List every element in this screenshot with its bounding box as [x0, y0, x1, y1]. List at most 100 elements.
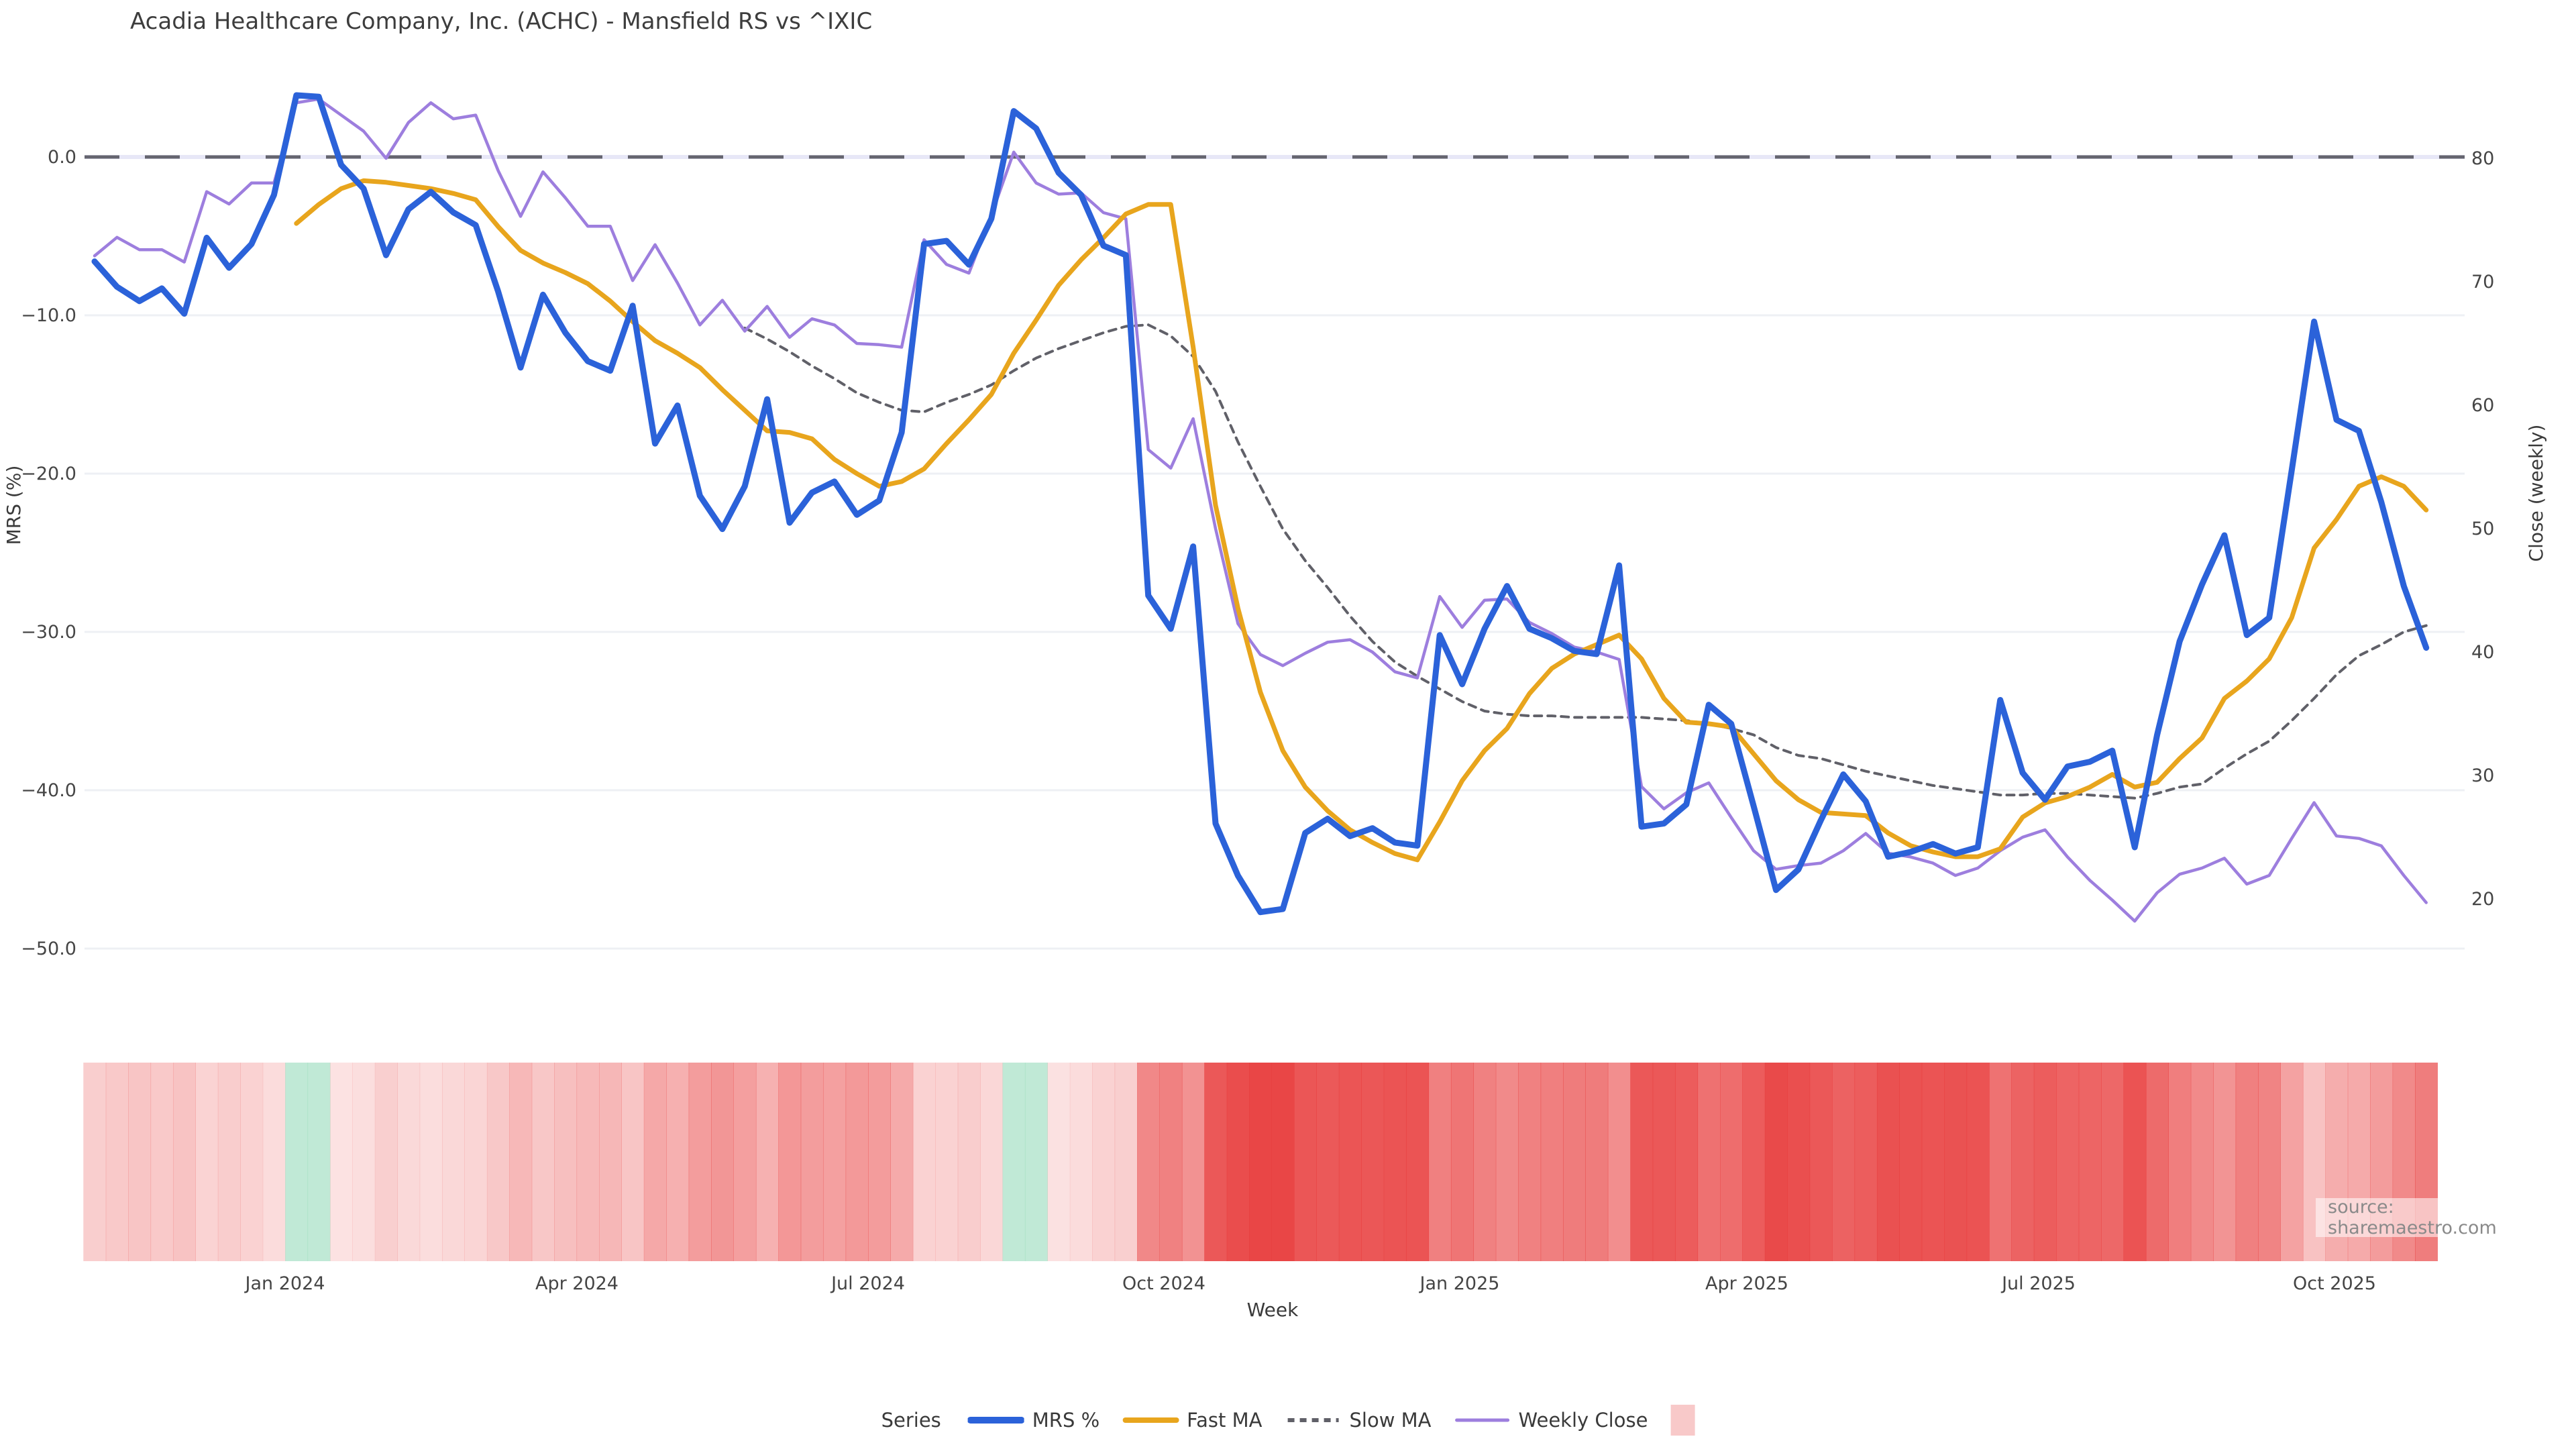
- heatmap-cell: [1002, 1063, 1026, 1261]
- heatmap-cell: [1989, 1063, 2012, 1261]
- heatmap-cell: [1787, 1063, 1811, 1261]
- heatmap-swatch: [1670, 1405, 1695, 1436]
- heatmap-cell: [2123, 1063, 2147, 1261]
- legend-label-mrs: MRS %: [1032, 1409, 1100, 1432]
- x-axis-title: Week: [1247, 1299, 1299, 1321]
- heatmap-cell: [464, 1063, 488, 1261]
- heatmap-cell: [1092, 1063, 1116, 1261]
- heatmap-cell: [150, 1063, 174, 1261]
- heatmap-cell: [1876, 1063, 1900, 1261]
- x-tick-label: Jul 2024: [830, 1273, 905, 1294]
- heatmap-cell: [1675, 1063, 1699, 1261]
- heatmap-cell: [1271, 1063, 1295, 1261]
- heatmap-cell: [1159, 1063, 1183, 1261]
- heatmap-cell: [2235, 1063, 2259, 1261]
- heatmap-cell: [621, 1063, 645, 1261]
- y-left-tick-label: 0.0: [48, 147, 76, 168]
- heatmap-cell: [1630, 1063, 1654, 1261]
- heatmap-cell: [2033, 1063, 2057, 1261]
- heatmap-cell: [666, 1063, 690, 1261]
- heatmap-cell: [1899, 1063, 1923, 1261]
- y-left-tick-label: −40.0: [21, 780, 76, 801]
- heatmap-cell: [1294, 1063, 1317, 1261]
- y-right-axis-title: Close (weekly): [2525, 425, 2547, 562]
- heatmap-cell: [1495, 1063, 1519, 1261]
- heatmap-cell: [1540, 1063, 1564, 1261]
- heatmap-cell: [733, 1063, 757, 1261]
- heatmap-cell: [2258, 1063, 2281, 1261]
- heatmap-cell: [329, 1063, 353, 1261]
- y-left-tick-label: −20.0: [21, 464, 76, 484]
- heatmap-cell: [554, 1063, 578, 1261]
- heatmap-cell: [2145, 1063, 2169, 1261]
- heatmap-cell: [1854, 1063, 1878, 1261]
- y-left-tick-label: −10.0: [21, 305, 76, 326]
- fast-ma-line-swatch: [1122, 1417, 1179, 1423]
- heatmap-cell: [1361, 1063, 1385, 1261]
- heatmap-cell: [240, 1063, 264, 1261]
- heatmap-cell: [1473, 1063, 1497, 1261]
- heatmap-cell: [1809, 1063, 1833, 1261]
- mrs-line-swatch: [967, 1417, 1024, 1424]
- heatmap-cell: [1428, 1063, 1452, 1261]
- legend-title: Series: [881, 1409, 941, 1432]
- y-right-tick-label: 30: [2471, 765, 2494, 786]
- heatmap-cell: [1316, 1063, 1340, 1261]
- heatmap-cell: [890, 1063, 914, 1261]
- heatmap-cell: [1406, 1063, 1430, 1261]
- heatmap-cell: [643, 1063, 667, 1261]
- heatmap-cell: [980, 1063, 1004, 1261]
- heatmap-cell: [1832, 1063, 1856, 1261]
- heatmap-cell: [1047, 1063, 1071, 1261]
- fast-ma-line: [294, 178, 2429, 863]
- y-right-tick-label: 50: [2471, 519, 2494, 539]
- heatmap-cell: [2190, 1063, 2214, 1261]
- chart-title: Acadia Healthcare Company, Inc. (ACHC) -…: [130, 8, 873, 35]
- heatmap-cell: [868, 1063, 891, 1261]
- heatmap-cell: [1383, 1063, 1407, 1261]
- heatmap-cell: [173, 1063, 196, 1261]
- heatmap-cell: [486, 1063, 510, 1261]
- heatmap-cell: [1114, 1063, 1138, 1261]
- slow-ma-line: [743, 323, 2428, 800]
- heatmap-cell: [711, 1063, 734, 1261]
- heatmap-cell: [1697, 1063, 1721, 1261]
- legend: Series MRS % Fast MA Slow MA Weekly Clos…: [881, 1405, 1695, 1436]
- heatmap-cell: [823, 1063, 847, 1261]
- x-tick-label: Apr 2024: [535, 1273, 619, 1294]
- heatmap-cell: [1204, 1063, 1228, 1261]
- heatmap-cell: [509, 1063, 533, 1261]
- heatmap-cell: [442, 1063, 465, 1261]
- y-right-tick-label: 80: [2471, 148, 2494, 169]
- heatmap-cell: [1450, 1063, 1474, 1261]
- heatmap-cell: [1652, 1063, 1676, 1261]
- weekly-close-line-swatch: [1455, 1418, 1510, 1422]
- heatmap-cell: [374, 1063, 398, 1261]
- heatmap-cell: [1764, 1063, 1788, 1261]
- heatmap-cell: [1338, 1063, 1362, 1261]
- x-tick-label: Jan 2025: [1419, 1273, 1500, 1294]
- heatmap-cell: [912, 1063, 936, 1261]
- heatmap-cell: [1518, 1063, 1542, 1261]
- heatmap-cell: [195, 1063, 219, 1261]
- y-left-tick-label: −30.0: [21, 622, 76, 643]
- source-text: source: sharemaestro.com: [2328, 1197, 2497, 1238]
- heatmap-cell: [778, 1063, 802, 1261]
- heatmap-cell: [307, 1063, 331, 1261]
- legend-item-slow-ma: Slow MA: [1285, 1409, 1432, 1432]
- heatmap-cell: [217, 1063, 241, 1261]
- legend-item-mrs: MRS %: [967, 1409, 1100, 1432]
- mrs--line: [91, 92, 2430, 916]
- legend-label-weekly-close: Weekly Close: [1518, 1409, 1648, 1432]
- slow-ma-dotted-swatch: [1287, 1418, 1339, 1422]
- y-right-tick-label: 70: [2471, 272, 2494, 292]
- heatmap-cell: [2213, 1063, 2237, 1261]
- heatmap-cell: [285, 1063, 309, 1261]
- heatmap-cell: [2168, 1063, 2192, 1261]
- heatmap-cell: [83, 1063, 107, 1261]
- legend-label-slow-ma: Slow MA: [1349, 1409, 1432, 1432]
- legend-item-weekly-close: Weekly Close: [1454, 1409, 1648, 1432]
- source-watermark: source: sharemaestro.com: [2316, 1197, 2564, 1238]
